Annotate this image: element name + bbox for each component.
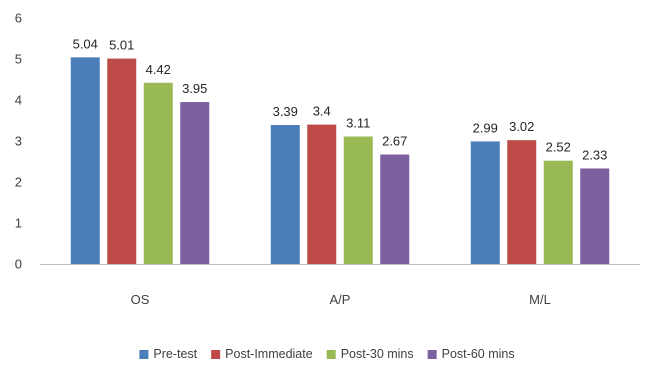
bar-pre-test-a-p [270,125,300,264]
legend-label: Post-60 mins [442,347,515,361]
x-category-label: A/P [330,292,351,307]
data-labels: 5.04 5.01 4.42 3.95 3.39 3.4 3.11 2.67 2.99 3.02 2… [73,36,608,162]
bar-post-60-mins-os [180,102,210,264]
legend-swatch [326,350,336,359]
x-axis: OS A/P M/L [40,264,640,307]
x-category-label: OS [131,292,150,307]
bar-post-60-mins-m-l [580,168,610,264]
data-label: 2.33 [582,147,607,162]
bar-pre-test-m-l [470,141,500,264]
data-label: 5.04 [73,36,98,51]
bar-post-30-mins-os [143,82,173,264]
bar-pre-test-os [70,57,100,264]
bar-post-30-mins-a-p [343,136,373,264]
x-category-label: M/L [529,292,551,307]
bars [70,57,610,265]
data-label: 4.42 [146,62,171,77]
data-label: 3.95 [182,81,207,96]
legend-label: Pre-test [153,347,197,361]
data-label: 5.01 [109,38,134,53]
data-label: 3.02 [509,119,534,134]
bar-post-immediate-a-p [307,124,337,264]
legend-label: Post-30 mins [341,347,414,361]
data-label: 2.67 [382,134,407,149]
data-label: 3.11 [346,115,370,130]
y-tick-label: 1 [15,216,22,231]
data-label: 3.4 [313,104,331,119]
data-label: 3.39 [273,104,298,119]
legend-swatch [211,350,221,359]
bar-post-30-mins-m-l [543,160,573,264]
legend-label: Post-Immediate [225,347,313,361]
y-tick-label: 3 [15,134,22,149]
bar-post-immediate-os [107,58,137,265]
y-axis: 0 1 2 3 4 5 6 [15,11,22,272]
data-label: 2.52 [546,140,571,155]
data-label: 2.99 [473,120,498,135]
bar-post-immediate-m-l [507,140,537,264]
y-tick-label: 5 [15,52,22,67]
bar-post-60-mins-a-p [380,154,410,264]
legend: Pre-test Post-Immediate Post-30 mins Post-6… [139,347,515,361]
y-tick-label: 2 [15,175,22,190]
y-tick-label: 6 [15,11,22,26]
legend-swatch [427,350,437,359]
y-tick-label: 0 [15,257,22,272]
legend-swatch [139,350,149,359]
y-tick-label: 4 [15,93,22,108]
